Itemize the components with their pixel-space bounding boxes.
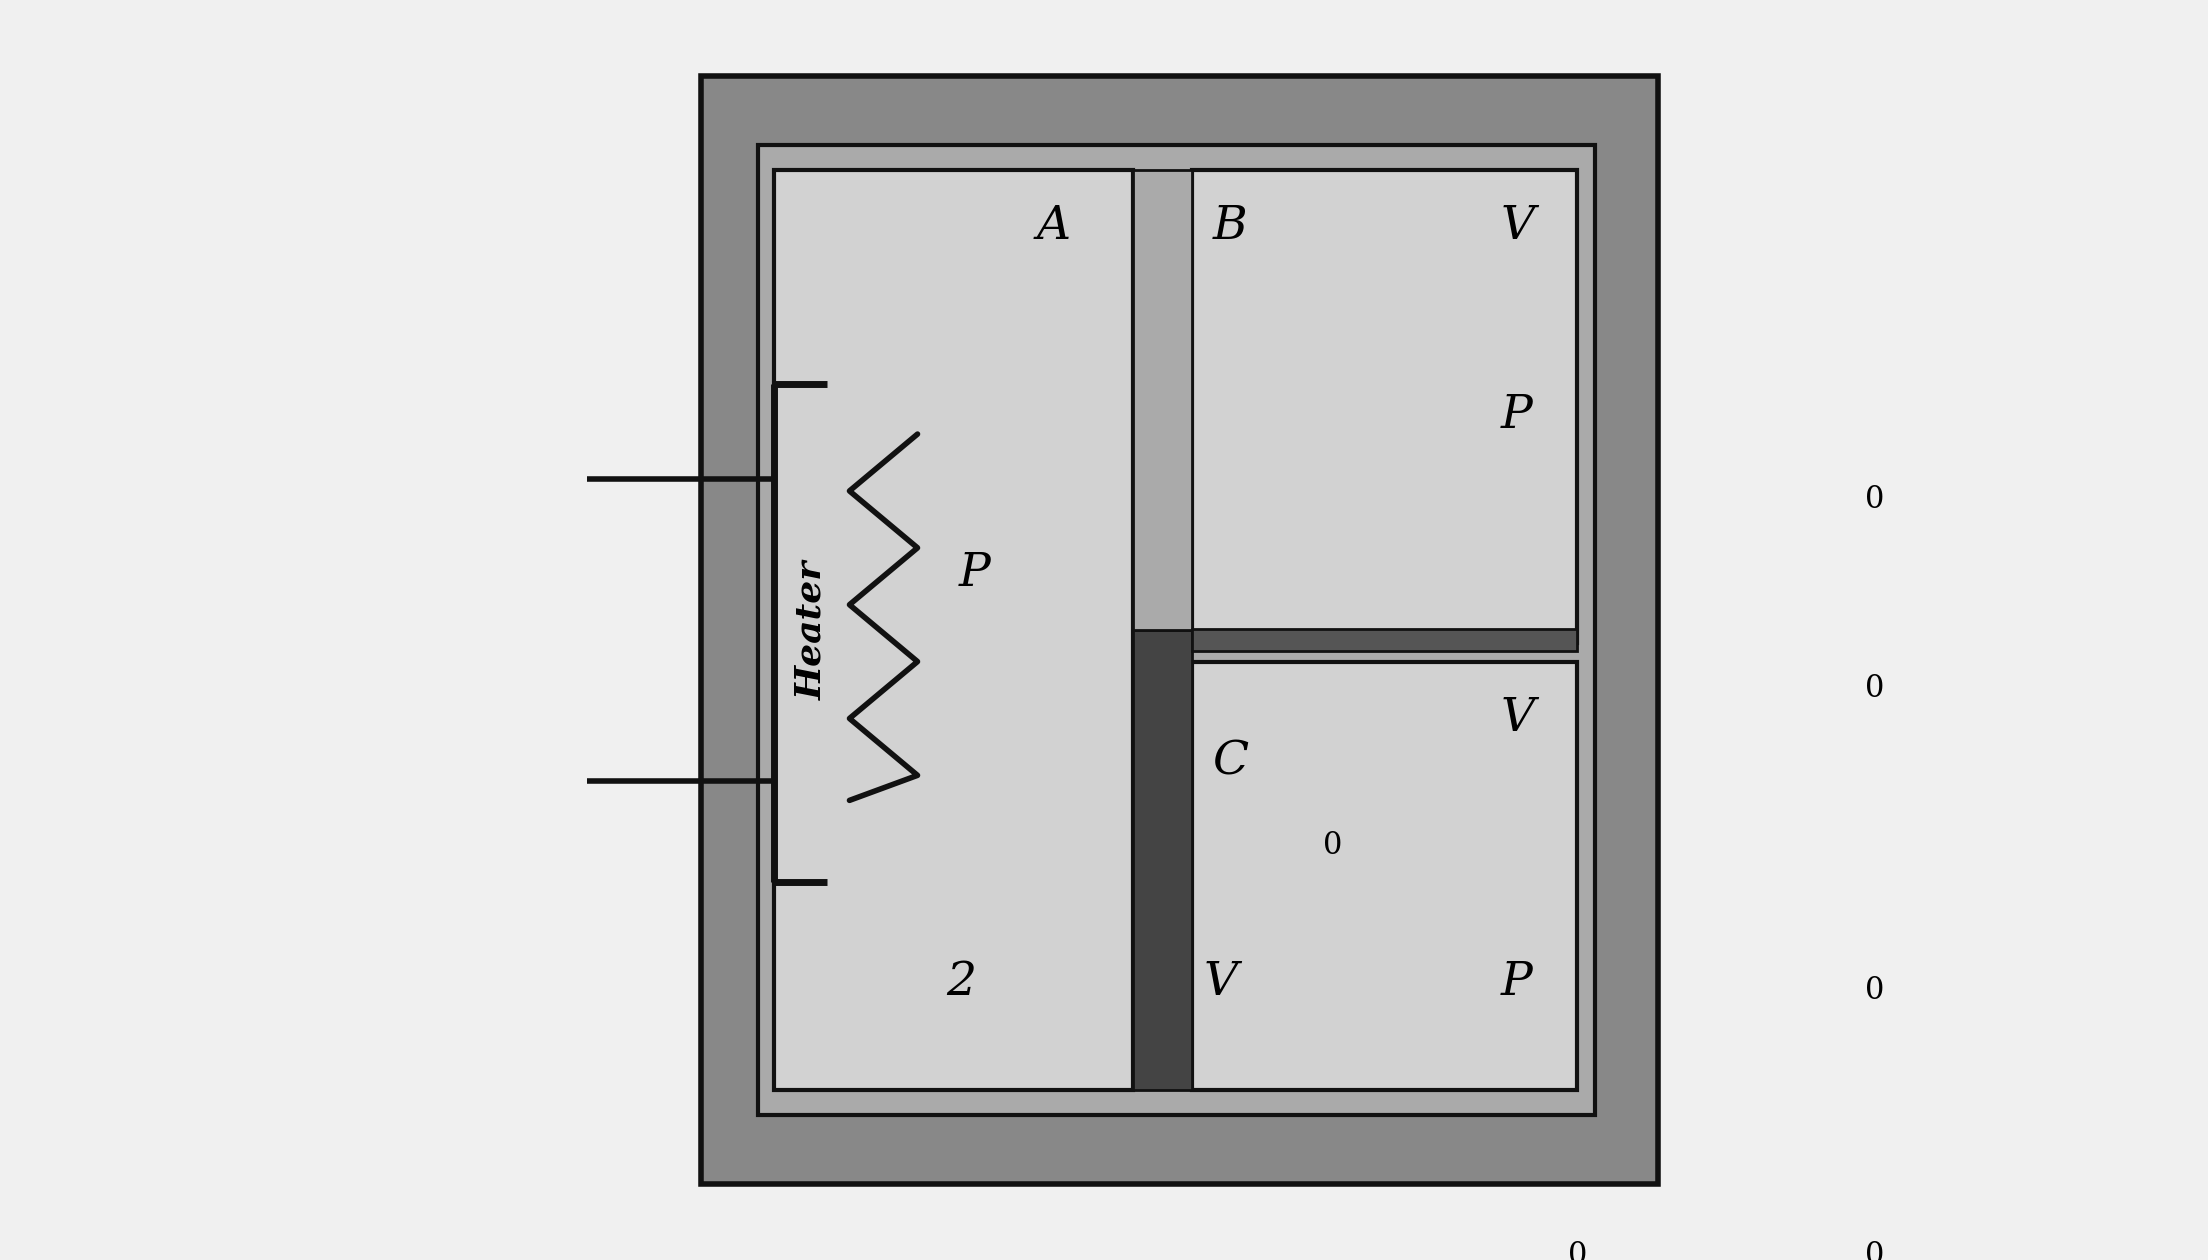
Text: B: B: [1212, 204, 1248, 249]
Text: 0: 0: [1866, 673, 1883, 704]
Text: V: V: [1501, 204, 1535, 249]
Text: 0: 0: [1323, 830, 1342, 862]
Text: P: P: [1501, 393, 1532, 438]
Bar: [773, 170, 1133, 1090]
Text: A: A: [1036, 204, 1071, 249]
Bar: [1133, 170, 1192, 630]
Bar: [777, 391, 828, 876]
Text: V: V: [1203, 960, 1239, 1005]
Bar: [1192, 629, 1577, 651]
Text: P: P: [1501, 960, 1532, 1005]
Bar: [700, 76, 1658, 1184]
Text: V: V: [1501, 696, 1535, 741]
Text: P: P: [958, 551, 991, 596]
Text: 2: 2: [947, 960, 976, 1005]
Text: 0: 0: [1866, 975, 1883, 1007]
Text: C: C: [1212, 740, 1248, 785]
Bar: [1133, 630, 1192, 1090]
Text: Heater: Heater: [795, 561, 828, 699]
Bar: [757, 145, 1596, 1115]
Text: 0: 0: [1866, 484, 1883, 515]
Text: 0: 0: [1866, 1240, 1883, 1260]
Text: 0: 0: [1568, 1240, 1588, 1260]
Bar: [1192, 662, 1577, 1090]
Bar: [1192, 170, 1577, 643]
